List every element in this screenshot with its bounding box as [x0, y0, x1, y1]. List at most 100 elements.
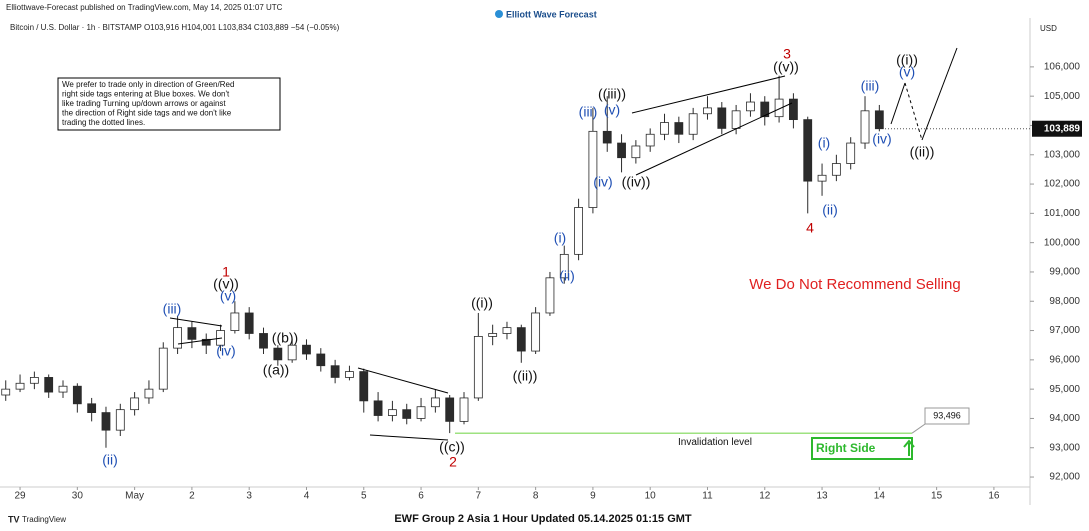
candle-body [516, 327, 526, 352]
candle-body [345, 371, 354, 378]
x-tick-label: 2 [189, 491, 195, 502]
wave-label: (v) [604, 102, 620, 118]
wave-label: (iv) [593, 174, 612, 190]
wave-label: (v) [220, 288, 236, 304]
invalidation-text: Invalidation level [678, 437, 752, 448]
candle-body [703, 107, 712, 115]
callout-box [924, 407, 970, 425]
note: We prefer to trade only in direction of … [62, 80, 234, 127]
y-tick-label: 92,000 [1049, 472, 1080, 483]
x-tick-label: 6 [418, 491, 424, 502]
brand-icon: TV [8, 514, 20, 524]
candle-body [874, 110, 884, 130]
wave-label: (iv) [216, 343, 235, 359]
x-tick-label: 5 [361, 491, 367, 502]
note-line: like trading Turning up/down arrows or a… [62, 99, 226, 108]
x-tick-label: 8 [533, 491, 539, 502]
candle-body [173, 327, 182, 349]
x-tick-label: 16 [988, 491, 1000, 502]
y-tick-label: 103,000 [1044, 149, 1081, 160]
x-tick-label: 9 [590, 491, 596, 502]
candle-body [860, 110, 870, 144]
x-tick-label: 15 [931, 491, 943, 502]
note-box [57, 77, 281, 131]
x-tick-label: 12 [759, 491, 771, 502]
price-tag: 103,889 [1044, 123, 1081, 134]
structure-lines [169, 47, 958, 441]
candle-body [445, 397, 455, 422]
price-tag-box [1032, 120, 1082, 137]
candle-body [330, 365, 340, 378]
candle-body [388, 409, 397, 416]
candle-body [287, 344, 297, 361]
candle-body [559, 253, 569, 279]
candle-body [774, 98, 784, 118]
candle-body [803, 119, 813, 182]
note-line: right side tags entering at Blue boxes. … [62, 90, 230, 99]
y-tick-label: 98,000 [1049, 296, 1080, 307]
x-tick-label: 30 [72, 491, 84, 502]
candle-body [58, 385, 68, 393]
candle-body [831, 163, 841, 176]
candle-body [631, 145, 641, 159]
candle-body [674, 122, 684, 135]
candle-body [473, 336, 483, 399]
candle-body [574, 207, 583, 255]
right-side: Right Side [816, 441, 876, 455]
candle-body [645, 133, 655, 147]
wave-label: (iv) [872, 131, 891, 147]
candle-body [87, 403, 97, 413]
wave-label: ((a)) [263, 362, 289, 378]
candle-body [373, 400, 383, 416]
wave-label: (iii) [861, 78, 880, 94]
wave-label: ((ii)) [513, 368, 538, 384]
wave-label: (ii) [102, 452, 118, 468]
note-line: trading the dotted lines. [62, 118, 145, 127]
candle-body [29, 377, 39, 384]
candle-body [244, 312, 254, 334]
wave-label: ((i)) [471, 295, 493, 311]
candle-body [101, 412, 111, 431]
x-tick-label: 7 [476, 491, 482, 502]
y-tick-label: 106,000 [1044, 62, 1081, 73]
candle-body [817, 174, 827, 182]
y-tick-label: 100,000 [1044, 237, 1081, 248]
wave-label: (ii) [822, 202, 838, 218]
wave-label: (v) [899, 64, 915, 80]
wave-label: (i) [818, 135, 830, 151]
wave-label: (ii) [559, 268, 575, 284]
wave-label: ((i)) [896, 52, 918, 68]
logo: Elliott Wave Forecast [506, 9, 597, 19]
wave-label: 3 [783, 46, 791, 62]
wave-label: (i) [554, 230, 566, 246]
header: Elliottwave-Forecast published on Tradin… [6, 3, 283, 12]
y-tick-label: 96,000 [1049, 354, 1080, 365]
y-tick-label: 97,000 [1049, 325, 1080, 336]
note-line: the direction of Right side tags and we … [62, 109, 232, 118]
x-tick-label: 29 [14, 491, 26, 502]
candle-body [660, 122, 669, 135]
x-tick-label: 3 [246, 491, 252, 502]
wave-label: 2 [449, 454, 457, 470]
currency: USD [1040, 24, 1057, 33]
x-tick-label: 10 [645, 491, 657, 502]
wave-label: ((v)) [213, 276, 239, 292]
candle-body [588, 130, 598, 208]
symbol-line: Bitcoin / U.S. Dollar · 1h · BITSTAMP O1… [10, 23, 340, 32]
wave-label: ((c)) [439, 439, 465, 455]
y-tick-label: 93,000 [1049, 442, 1080, 453]
y-tick-label: 99,000 [1049, 267, 1080, 278]
y-tick-label: 101,000 [1044, 208, 1081, 219]
candle-body [44, 377, 54, 393]
candle-body [201, 338, 211, 346]
candle-body [230, 312, 240, 331]
candle-body [115, 409, 125, 431]
wave-label: ((iv)) [622, 174, 651, 190]
candle-body [602, 130, 612, 144]
brand: TradingView [22, 515, 66, 524]
right-side-arrow [903, 439, 915, 456]
warning: We Do Not Recommend Selling [749, 276, 960, 293]
candle-body [72, 385, 82, 405]
wave-label: ((ii)) [910, 144, 935, 160]
plot: 92,000 93,000 94,000 95,000 96,000 97,000 98,0… [1, 46, 1082, 502]
